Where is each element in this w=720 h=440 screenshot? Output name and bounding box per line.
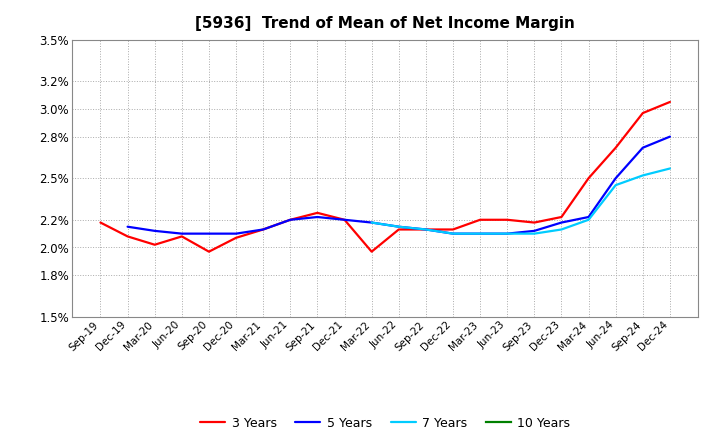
3 Years	[665, 99, 674, 105]
5 Years	[286, 217, 294, 223]
5 Years	[395, 224, 403, 229]
3 Years	[150, 242, 159, 247]
5 Years	[259, 227, 268, 232]
3 Years	[611, 145, 620, 150]
5 Years	[557, 220, 566, 225]
5 Years	[150, 228, 159, 234]
3 Years	[96, 220, 105, 225]
3 Years	[341, 217, 349, 223]
7 Years	[449, 231, 457, 236]
5 Years	[449, 231, 457, 236]
3 Years	[259, 227, 268, 232]
3 Years	[395, 227, 403, 232]
5 Years	[530, 228, 539, 234]
5 Years	[341, 217, 349, 223]
3 Years	[421, 227, 430, 232]
5 Years	[367, 220, 376, 225]
7 Years	[639, 173, 647, 178]
5 Years	[123, 224, 132, 229]
5 Years	[421, 227, 430, 232]
3 Years	[449, 227, 457, 232]
3 Years	[367, 249, 376, 254]
5 Years	[178, 231, 186, 236]
Legend: 3 Years, 5 Years, 7 Years, 10 Years: 3 Years, 5 Years, 7 Years, 10 Years	[195, 412, 575, 435]
3 Years	[204, 249, 213, 254]
3 Years	[503, 217, 511, 223]
5 Years	[584, 214, 593, 220]
3 Years	[476, 217, 485, 223]
5 Years	[476, 231, 485, 236]
5 Years	[204, 231, 213, 236]
3 Years	[584, 176, 593, 181]
5 Years	[503, 231, 511, 236]
5 Years	[665, 134, 674, 139]
3 Years	[178, 234, 186, 239]
7 Years	[584, 217, 593, 223]
7 Years	[476, 231, 485, 236]
5 Years	[232, 231, 240, 236]
7 Years	[395, 224, 403, 229]
7 Years	[557, 227, 566, 232]
3 Years	[530, 220, 539, 225]
3 Years	[557, 214, 566, 220]
7 Years	[530, 231, 539, 236]
7 Years	[503, 231, 511, 236]
Line: 3 Years: 3 Years	[101, 102, 670, 252]
5 Years	[639, 145, 647, 150]
7 Years	[665, 166, 674, 171]
Line: 7 Years: 7 Years	[372, 169, 670, 234]
3 Years	[313, 210, 322, 216]
3 Years	[232, 235, 240, 240]
Title: [5936]  Trend of Mean of Net Income Margin: [5936] Trend of Mean of Net Income Margi…	[195, 16, 575, 32]
3 Years	[286, 217, 294, 223]
5 Years	[611, 176, 620, 181]
5 Years	[313, 214, 322, 220]
3 Years	[639, 110, 647, 116]
3 Years	[123, 234, 132, 239]
7 Years	[421, 227, 430, 232]
7 Years	[367, 220, 376, 225]
Line: 5 Years: 5 Years	[127, 136, 670, 234]
7 Years	[611, 183, 620, 188]
